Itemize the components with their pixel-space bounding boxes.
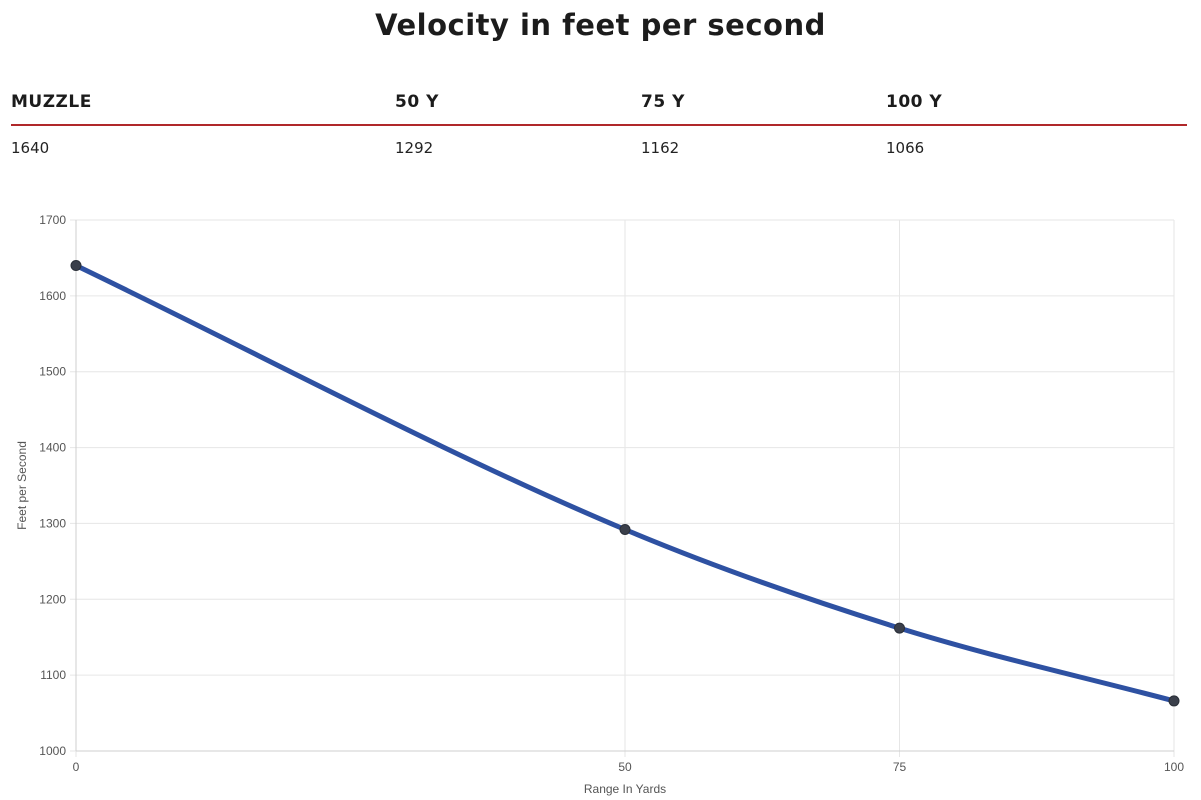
data-point <box>1168 695 1180 707</box>
value-muzzle: 1640 <box>11 139 50 157</box>
chart-ticks: 1000 1100 1200 1300 1400 1500 1600 1700 0 50 75 100 <box>39 213 1184 774</box>
y-tick-label: 1500 <box>39 365 66 379</box>
y-tick-label: 1100 <box>40 668 66 682</box>
velocity-series-line <box>73 263 1177 704</box>
y-tick-label: 1300 <box>39 516 66 530</box>
value-50y: 1292 <box>395 139 434 157</box>
table-row: 1640 1292 1162 1066 <box>11 126 1187 160</box>
chart-series <box>70 260 1180 707</box>
y-tick-label: 1400 <box>39 441 66 455</box>
header-50y: 50 Y <box>395 92 439 112</box>
x-axis-label: Range In Yards <box>584 782 666 796</box>
x-tick-label: 100 <box>1164 760 1184 774</box>
value-100y: 1066 <box>886 139 925 157</box>
data-point <box>70 260 82 272</box>
y-tick-label: 1000 <box>39 744 66 758</box>
header-75y: 75 Y <box>641 92 685 112</box>
x-tick-label: 50 <box>618 760 632 774</box>
header-100y: 100 Y <box>886 92 943 112</box>
data-point <box>894 622 905 634</box>
data-point <box>619 523 631 535</box>
y-axis-label: Feet per Second <box>15 441 29 530</box>
chart-axes <box>75 220 1174 752</box>
y-tick-label: 1600 <box>39 289 66 303</box>
table-header-row: MUZZLE 50 Y 75 Y 100 Y <box>11 88 1187 126</box>
page-title: Velocity in feet per second <box>375 8 826 42</box>
y-tick-label: 1200 <box>39 592 66 606</box>
x-tick-label: 75 <box>893 760 907 774</box>
y-tick-label: 1700 <box>39 213 66 227</box>
x-tick-label: 0 <box>73 760 80 774</box>
header-muzzle: MUZZLE <box>11 92 92 112</box>
chart-grid <box>70 219 1175 757</box>
velocity-table: MUZZLE 50 Y 75 Y 100 Y 1640 1292 1162 10… <box>11 88 1187 160</box>
value-75y: 1162 <box>641 139 680 157</box>
